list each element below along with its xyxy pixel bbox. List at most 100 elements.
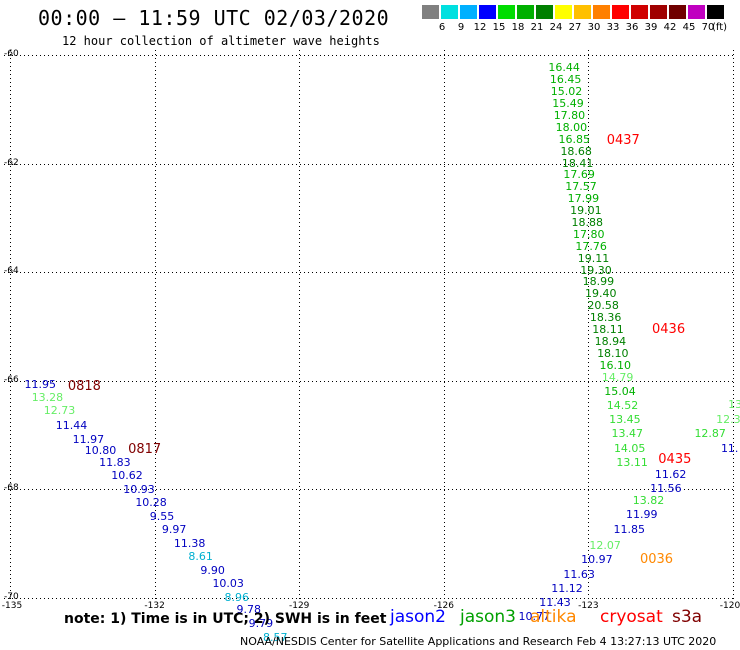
legend-swatch [498, 5, 515, 19]
wave-height-value: 11.99 [625, 508, 658, 522]
legend-swatch [574, 5, 591, 19]
wave-height-value: 11.83 [99, 456, 131, 470]
wave-height-value: 20.58 [587, 299, 619, 313]
latitude-label: -64 [4, 266, 19, 277]
longitude-label: -135 [1, 601, 23, 611]
wave-height-value: 19.40 [585, 287, 617, 301]
wave-height-value: 10.97 [581, 552, 613, 566]
wave-height-value: 12.07 [589, 538, 621, 552]
wave-height-value: 8.57 [263, 630, 288, 644]
legend-swatch [479, 5, 496, 19]
satellite-name: altika [530, 607, 577, 627]
legend-label: 15 [492, 22, 506, 33]
wave-height-value: 16.44 [548, 60, 580, 74]
pass-time-label: 0435 [658, 452, 692, 468]
pass-time-label: 0818 [67, 378, 101, 394]
footer-note: note: 1) Time is in UTC; 2) SWH is in fe… [64, 611, 387, 627]
legend-swatch [650, 5, 667, 19]
wave-height-value: 12.73 [43, 404, 76, 418]
pass-time-label: 0437 [606, 132, 640, 148]
legend-swatch [612, 5, 629, 19]
wave-height-value: 13.11 [616, 455, 648, 469]
map-subtitle: 12 hour collection of altimeter wave hei… [62, 34, 380, 48]
legend-swatch [441, 5, 458, 19]
map-title: 00:00 – 11:59 UTC 02/03/2020 [38, 6, 390, 30]
legend-label: 39 [644, 22, 658, 33]
wave-height-value: 10.28 [135, 496, 167, 510]
wave-height-value: 15.02 [550, 85, 583, 99]
latitude-label: -66 [4, 374, 19, 385]
wave-height-value: 10.93 [123, 483, 155, 497]
pass-time-label: 0436 [652, 322, 686, 338]
wave-height-value: 17.80 [553, 109, 586, 123]
wave-height-value: 19.01 [570, 204, 602, 218]
legend-label: 45 [682, 22, 696, 33]
latitude-label: -60 [4, 49, 19, 59]
legend-label: 18 [511, 22, 525, 33]
wave-height-value: 16.85 [558, 133, 591, 147]
legend-swatch [422, 5, 439, 19]
longitude-label: -120 [719, 601, 740, 611]
legend-label: 27 [568, 22, 582, 33]
wave-height-value: 19.11 [577, 251, 610, 265]
legend-swatch [631, 5, 648, 19]
wave-height-value: 19.30 [580, 263, 612, 277]
wave-height-value: 17.99 [567, 192, 600, 206]
legend-swatch [460, 5, 477, 19]
pass-time-label: 0817 [128, 442, 162, 458]
wave-height-value: 18.10 [597, 346, 629, 360]
wave-height-value: 16.10 [599, 358, 631, 372]
legend-label: 70 [701, 22, 715, 33]
wave-height-value: 9.90 [200, 563, 225, 577]
wave-height-value: 11.85 [613, 523, 645, 537]
legend-swatch [517, 5, 534, 19]
legend-label: 21 [530, 22, 544, 33]
wave-height-value: 18.11 [592, 322, 624, 336]
longitude-label: -126 [433, 601, 455, 611]
legend-swatch [593, 5, 610, 19]
legend-swatch [688, 5, 705, 19]
wave-height-value: 9.97 [161, 523, 187, 537]
wave-height-value: 12.3 [716, 413, 740, 427]
satellite-name: cryosat [600, 607, 663, 627]
wave-height-value: 18.68 [560, 144, 592, 158]
wave-height-value: 10.77 [518, 610, 551, 624]
legend-label: 24 [549, 22, 563, 33]
legend-label: 12 [473, 22, 487, 33]
legend-label: 30 [587, 22, 601, 33]
wave-height-value: 17.69 [563, 168, 595, 182]
wave-height-value: 15.49 [552, 97, 584, 111]
wave-height-value: 15.04 [604, 384, 636, 398]
wave-height-value: 11.38 [173, 536, 206, 550]
wave-height-value: 17.80 [572, 228, 605, 242]
wave-height-value: 18.88 [571, 216, 604, 230]
wave-height-value: 13.47 [611, 427, 644, 441]
legend-label: 6 [438, 22, 446, 33]
wave-height-value: 9.79 [248, 617, 274, 630]
longitude-label: -129 [288, 601, 310, 611]
legend-swatch [707, 5, 724, 19]
wave-height-value: 9.78 [236, 603, 262, 617]
wave-height-value: 11.62 [654, 467, 687, 481]
wave-height-value: 14.52 [606, 398, 639, 412]
wave-height-value: 13.45 [609, 412, 641, 426]
credit-line: NOAA/NESDIS Center for Satellite Applica… [240, 635, 717, 648]
legend-label: 42 [663, 22, 677, 33]
wave-height-value: 13.82 [632, 493, 665, 507]
wave-height-value: 16.45 [549, 72, 582, 86]
wave-height-value: 18.94 [594, 334, 627, 348]
wave-height-value: 18.36 [589, 310, 622, 324]
wave-height-value: 11.44 [55, 419, 88, 433]
wave-height-value: 12.87 [694, 427, 726, 441]
wave-height-value: 18.00 [555, 121, 588, 135]
wave-height-value: 9.55 [149, 510, 175, 524]
wave-height-value: 17.57 [565, 180, 597, 194]
wave-height-value: 11.43 [539, 596, 571, 610]
legend-swatch [669, 5, 686, 19]
latitude-label: -62 [4, 157, 19, 168]
wave-height-value: 14.79 [601, 371, 634, 385]
satellite-name: jason3 [460, 607, 516, 627]
wave-height-value: 10.03 [212, 577, 244, 591]
wave-height-value: 11.97 [72, 432, 105, 446]
